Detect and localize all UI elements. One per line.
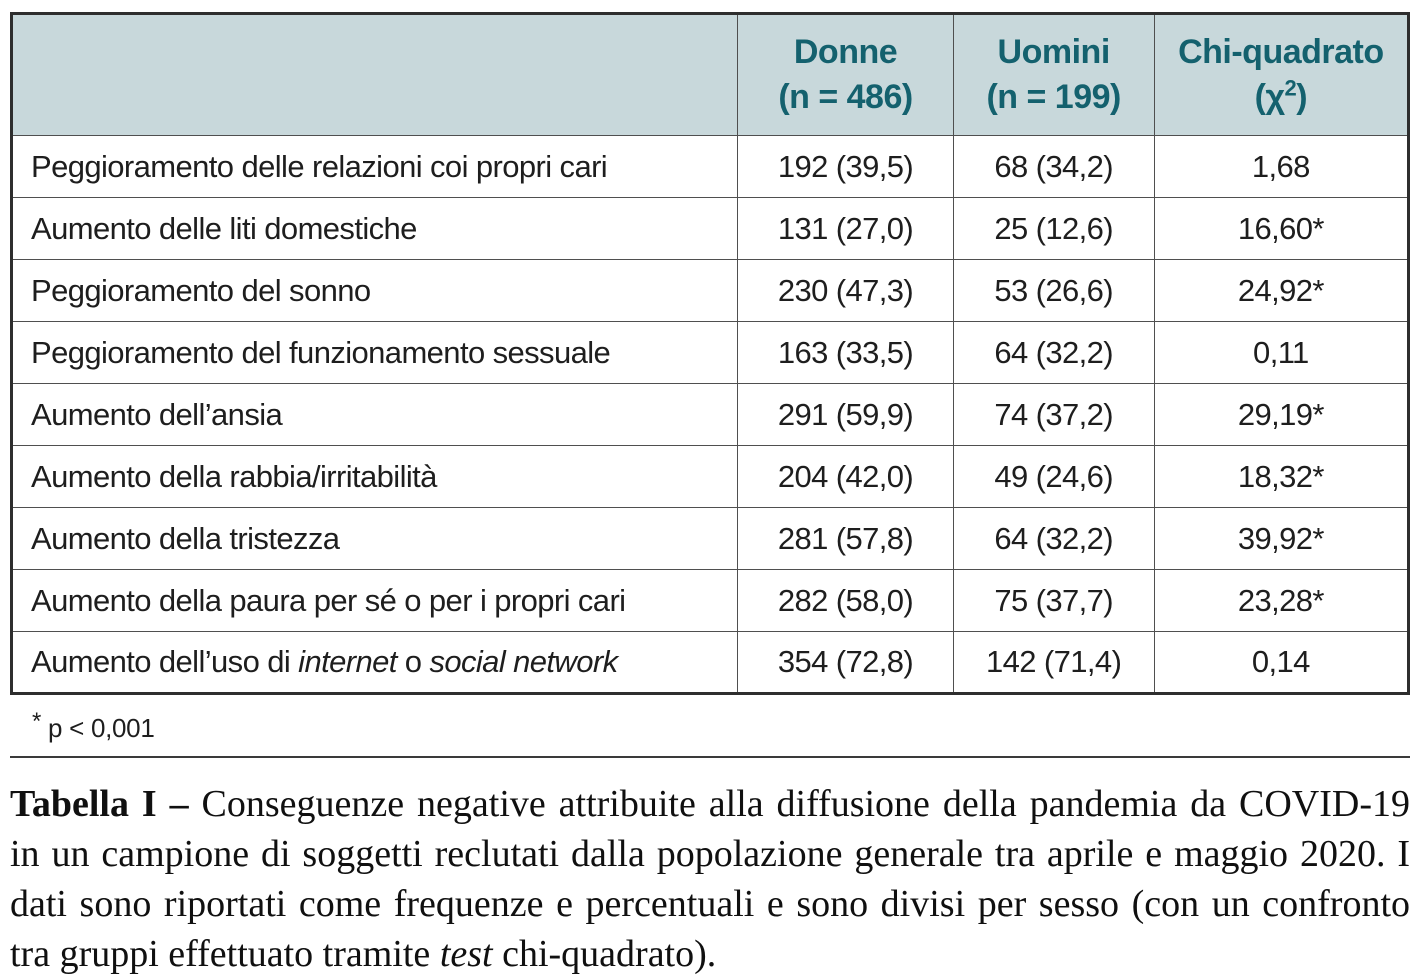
table-header: Donne (n = 486) Uomini (n = 199) Chi-qua… — [10, 13, 1410, 136]
header-uomini: Uomini (n = 199) — [952, 13, 1155, 136]
header-chi-quadrato: Chi-quadrato (χ2) — [1153, 13, 1410, 136]
cell-uomini: 68 (34,2) — [952, 135, 1155, 198]
header-donne-line1: Donne — [793, 33, 898, 71]
cell-donne: 131 (27,0) — [737, 197, 954, 260]
cell-uomini: 25 (12,6) — [952, 197, 1155, 260]
row-label: Aumento della tristezza — [10, 507, 739, 570]
row-label: Peggioramento del funzionamento sessuale — [10, 321, 739, 384]
significance-footnote: * p < 0,001 — [10, 695, 1410, 756]
cell-uomini: 64 (32,2) — [952, 321, 1155, 384]
cell-chi: 18,32* — [1153, 445, 1410, 508]
header-uomini-line2: (n = 199) — [986, 78, 1121, 116]
table-row: Peggioramento delle relazioni coi propri… — [10, 135, 1410, 198]
row-label: Peggioramento del sonno — [10, 259, 739, 322]
table-row: Aumento della tristezza 281 (57,8) 64 (3… — [10, 507, 1410, 570]
caption-body-1: Conseguenze negative attribuite alla dif… — [10, 783, 1411, 975]
header-uomini-line1: Uomini — [997, 33, 1111, 71]
table-row: Aumento della rabbia/irritabilità 204 (4… — [10, 445, 1410, 508]
cell-uomini: 49 (24,6) — [952, 445, 1155, 508]
results-table: Donne (n = 486) Uomini (n = 199) Chi-qua… — [10, 12, 1410, 695]
header-chi-line2: (χ2) — [1254, 75, 1308, 116]
cell-chi: 39,92* — [1153, 507, 1410, 570]
table-row: Peggioramento del funzionamento sessuale… — [10, 321, 1410, 384]
italic-word-internet: internet — [298, 644, 397, 679]
cell-donne: 282 (58,0) — [737, 569, 954, 632]
caption-label: Tabella I – — [10, 783, 189, 825]
footnote-text: p < 0,001 — [48, 713, 155, 743]
caption-body-2: chi-quadrato). — [492, 933, 717, 975]
cell-donne: 291 (59,9) — [737, 383, 954, 446]
table-row: Peggioramento del sonno 230 (47,3) 53 (2… — [10, 259, 1410, 322]
header-empty-cell — [10, 13, 739, 136]
cell-chi: 29,19* — [1153, 383, 1410, 446]
cell-donne: 230 (47,3) — [737, 259, 954, 322]
cell-chi: 1,68 — [1153, 135, 1410, 198]
horizontal-rule — [10, 756, 1410, 758]
header-donne: Donne (n = 486) — [737, 13, 954, 136]
cell-uomini: 142 (71,4) — [952, 631, 1155, 694]
row-label: Aumento delle liti domestiche — [10, 197, 739, 260]
table-body: Peggioramento delle relazioni coi propri… — [10, 135, 1410, 694]
cell-donne: 163 (33,5) — [737, 321, 954, 384]
row-label: Aumento della rabbia/irritabilità — [10, 445, 739, 508]
chi-superscript: 2 — [1284, 75, 1297, 101]
row-label: Aumento dell’ansia — [10, 383, 739, 446]
row-label: Aumento dell’uso di internet o social ne… — [10, 631, 739, 694]
cell-donne: 281 (57,8) — [737, 507, 954, 570]
cell-uomini: 74 (37,2) — [952, 383, 1155, 446]
header-row: Donne (n = 486) Uomini (n = 199) Chi-qua… — [10, 13, 1410, 136]
header-chi-line1: Chi-quadrato — [1178, 33, 1384, 71]
cell-uomini: 64 (32,2) — [952, 507, 1155, 570]
table-row: Aumento della paura per sé o per i propr… — [10, 569, 1410, 632]
cell-donne: 204 (42,0) — [737, 445, 954, 508]
row-label: Peggioramento delle relazioni coi propri… — [10, 135, 739, 198]
cell-uomini: 53 (26,6) — [952, 259, 1155, 322]
cell-donne: 354 (72,8) — [737, 631, 954, 694]
cell-chi: 23,28* — [1153, 569, 1410, 632]
table-row: Aumento dell’ansia 291 (59,9) 74 (37,2) … — [10, 383, 1410, 446]
header-donne-line2: (n = 486) — [778, 78, 913, 116]
cell-chi: 0,11 — [1153, 321, 1410, 384]
table-row: Aumento dell’uso di internet o social ne… — [10, 631, 1410, 694]
cell-donne: 192 (39,5) — [737, 135, 954, 198]
table-row: Aumento delle liti domestiche 131 (27,0)… — [10, 197, 1410, 260]
table-caption: Tabella I – Conseguenze negative attribu… — [10, 779, 1410, 977]
cell-chi: 0,14 — [1153, 631, 1410, 694]
italic-word-social-network: social network — [429, 644, 618, 679]
cell-chi: 16,60* — [1153, 197, 1410, 260]
caption-italic-test: test — [439, 933, 493, 975]
row-label: Aumento della paura per sé o per i propr… — [10, 569, 739, 632]
footnote-asterisk: * — [32, 708, 42, 735]
cell-uomini: 75 (37,7) — [952, 569, 1155, 632]
cell-chi: 24,92* — [1153, 259, 1410, 322]
